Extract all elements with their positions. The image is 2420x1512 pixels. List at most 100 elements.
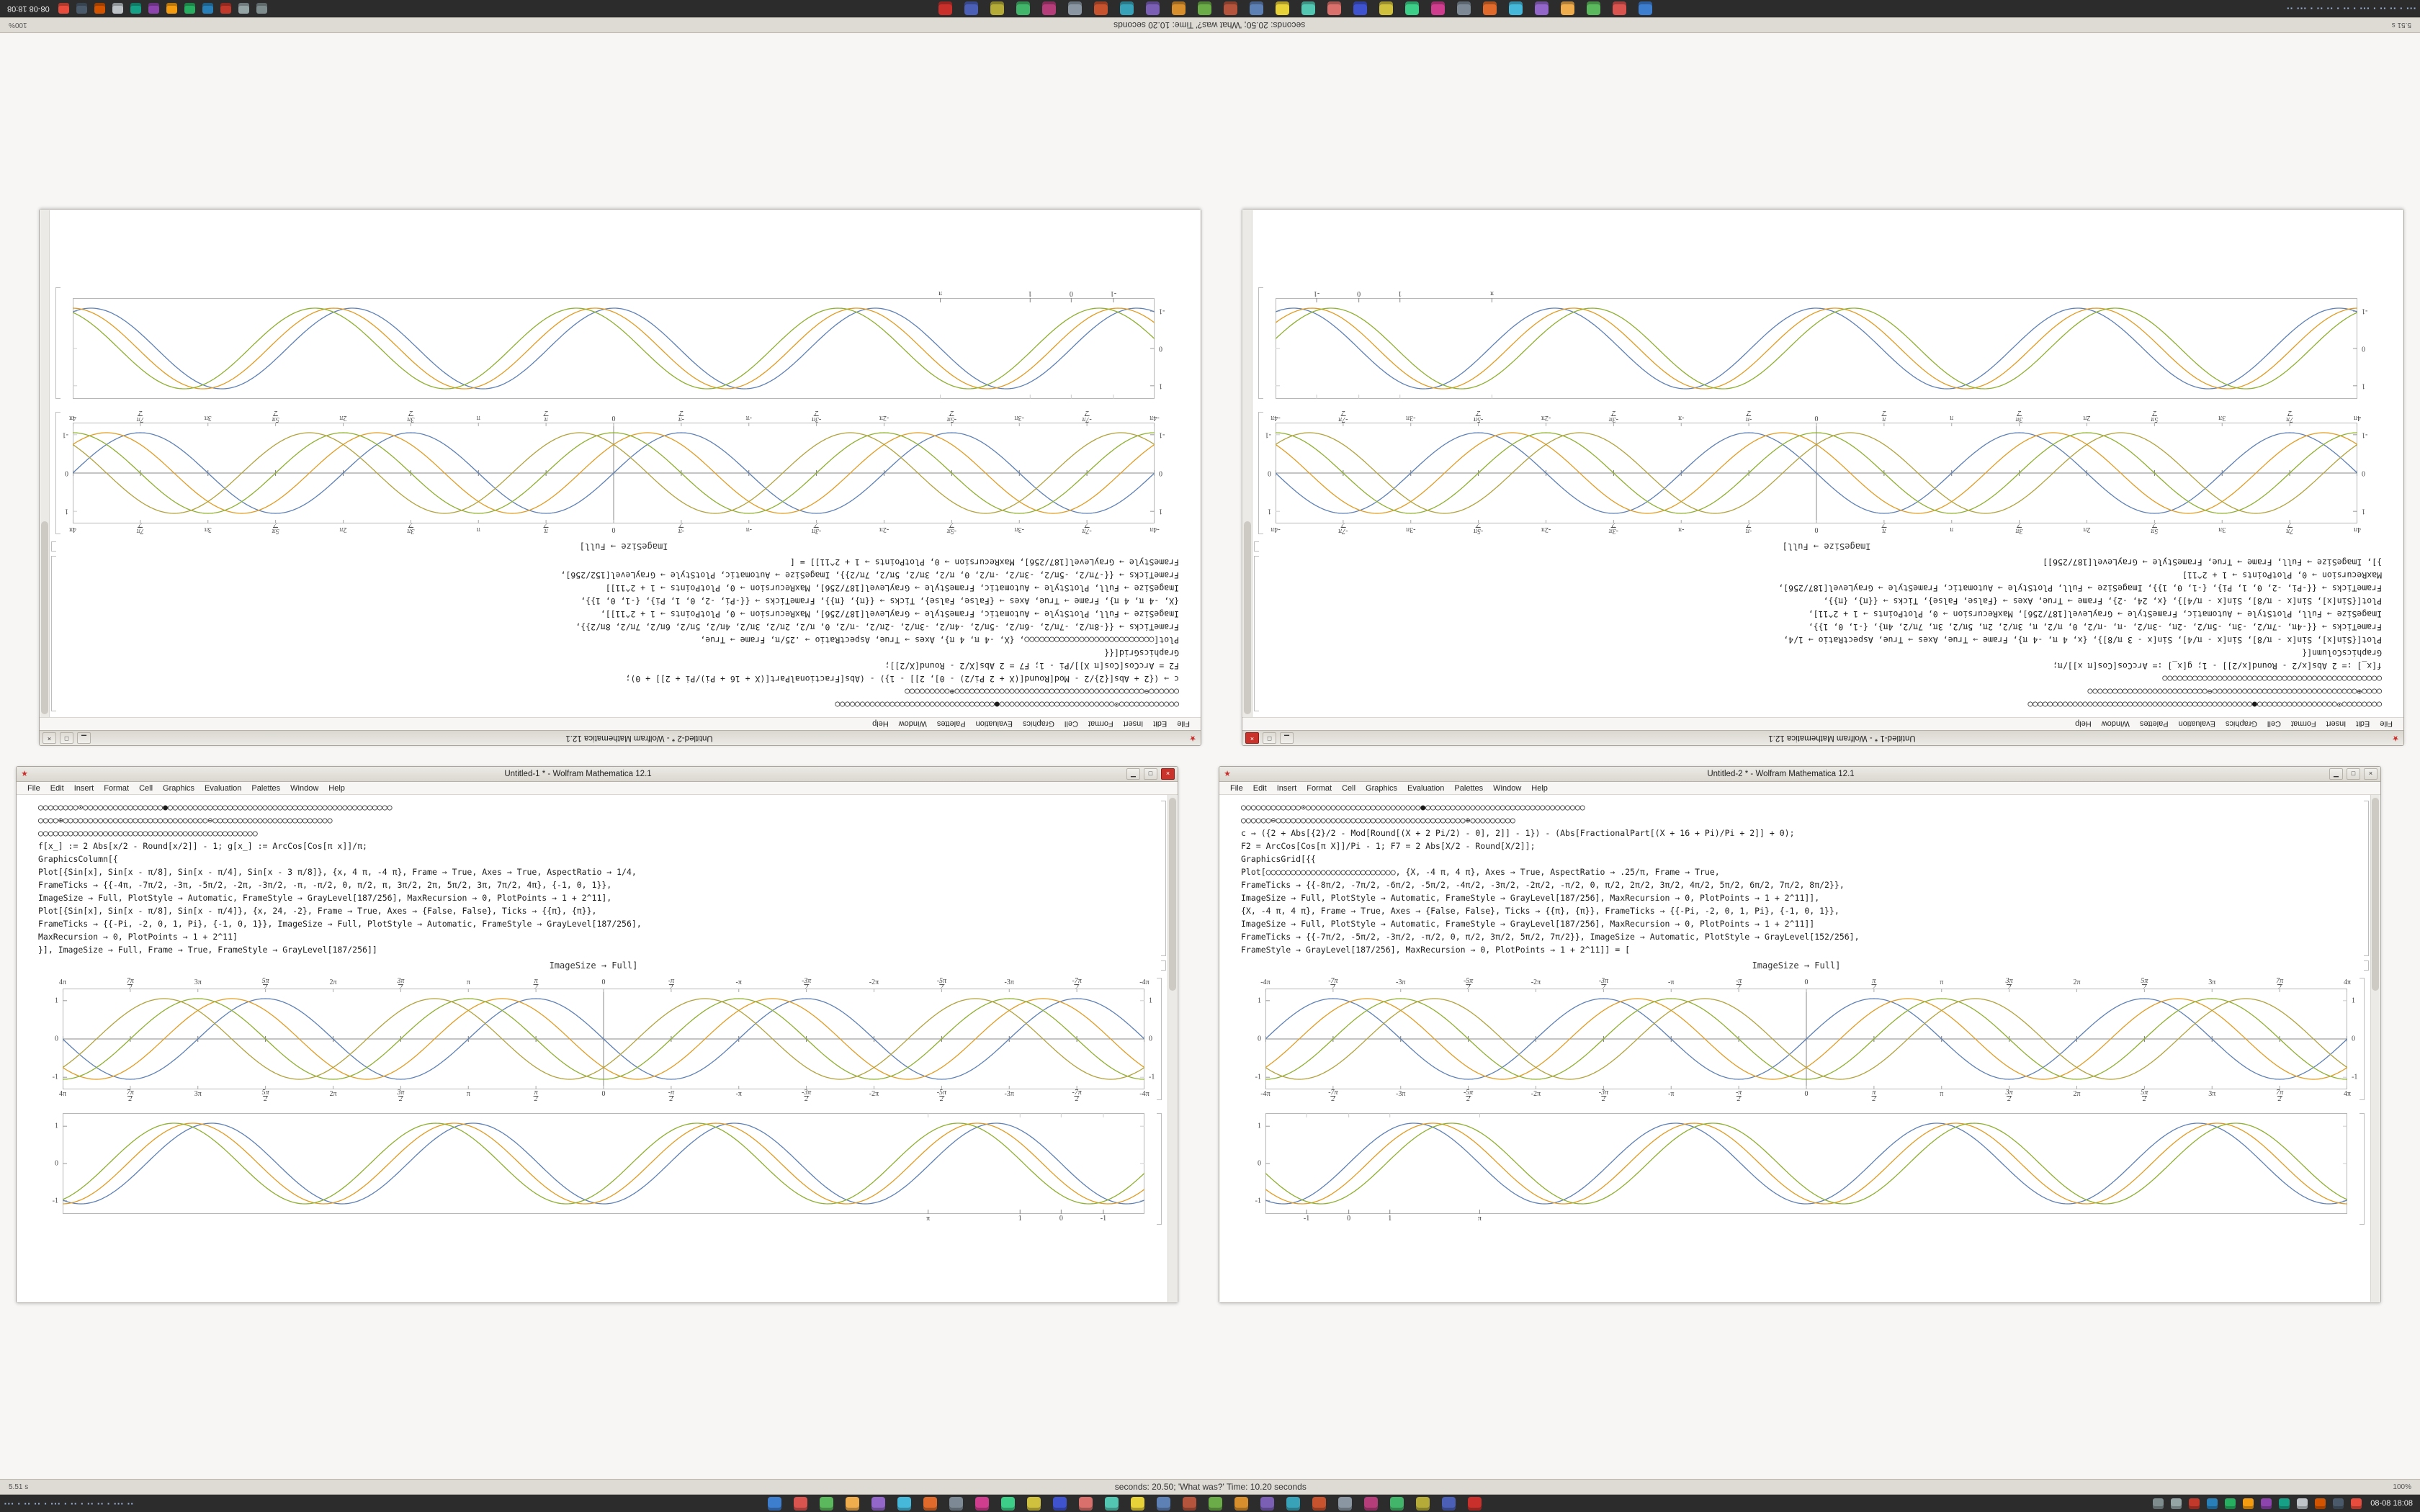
mathematica-window-right[interactable]: ★ Untitled-2 * - Wolfram Mathematica 12.… (39, 209, 1201, 746)
code-line[interactable]: FrameTicks → {{-4π, -7π/2, -3π, -5π/2, -… (38, 880, 612, 890)
code-line[interactable]: ○○○○○○○○⊙○○○○○○○○○○○○○○○○●○○○○○○○○○○○○○○… (2027, 700, 2382, 710)
scrollbar-thumb[interactable] (2372, 798, 2379, 991)
close-button[interactable]: × (2364, 768, 2378, 780)
app-icon[interactable] (1250, 1, 1263, 16)
app-icon[interactable] (1172, 1, 1186, 16)
maximize-button[interactable]: □ (1144, 768, 1157, 780)
taskbar-panel[interactable]: ▪▪▪ ▪ ▪▪ ▪▪ ▪ ▪▪▪ ▪ ▪▪ ▪ ▪▪ ▪▪ ▪ ▪▪▪ ▪▪ … (0, 0, 2420, 17)
code-line[interactable]: c → ({2 + Abs[{2}/2 - Mod[Round[(X + 2 P… (1241, 828, 1795, 838)
scrollbar-thumb[interactable] (41, 521, 48, 714)
mathematica-window-right[interactable]: ★ Untitled-2 * - Wolfram Mathematica 12.… (1219, 766, 2381, 1303)
plot-cell-smooth[interactable]: 1 0 -1 π 1 0 -1 (53, 1113, 1162, 1225)
app-icon[interactable] (112, 3, 123, 14)
app-icon[interactable] (2189, 1498, 2200, 1509)
taskbar-panel[interactable]: ▪▪▪ ▪ ▪▪ ▪▪ ▪ ▪▪▪ ▪ ▪▪ ▪ ▪▪ ▪▪ ▪ ▪▪▪ ▪▪ … (0, 1495, 2420, 1512)
plot-cell-dense[interactable]: 4π 7π 2 3π 5π 2 2π 3π 2 π π 2 0 -π 2 -π -3π 2 -2π -5π 2 -3π -7… (1265, 409, 2368, 535)
minimize-button[interactable]: ▁ (77, 732, 91, 744)
app-icon[interactable] (1416, 1496, 1430, 1511)
app-icon[interactable] (220, 3, 231, 14)
app-icon[interactable] (1379, 1, 1393, 16)
app-icon[interactable] (1301, 1, 1315, 16)
code-line[interactable]: GraphicsGrid[{{ (1104, 648, 1179, 658)
app-icon[interactable] (990, 1, 1004, 16)
plot-cell-dense[interactable]: 4π 7π 2 3π 5π 2 2π 3π 2 π π 2 0 -π 2 -π -3π 2 -2π -5π 2 -3π -7… (53, 978, 1162, 1103)
menu-item-format[interactable]: Format (1088, 719, 1113, 729)
app-icon[interactable] (2153, 1498, 2164, 1509)
plot-cell-smooth[interactable]: 1 0 -1 -1 0 1 π (73, 287, 1165, 399)
code-line[interactable]: FrameTicks → {{-7π/2, -5π/2, -3π/2, -π/2… (1241, 932, 1860, 942)
app-icon[interactable] (1053, 1496, 1067, 1511)
app-icon[interactable] (1353, 1, 1367, 16)
code-line[interactable]: FrameStyle → GrayLevel[187/256], MaxRecu… (789, 557, 1179, 567)
app-icon[interactable] (794, 1496, 807, 1511)
menu-item-format[interactable]: Format (1307, 783, 1332, 793)
minimize-button[interactable]: ▁ (2329, 768, 2343, 780)
code-line[interactable]: ○○○○○○○○○○○○○○○○○○○○○○○○○○○○○○○○○○○○○○○○… (2162, 674, 2382, 684)
code-cell[interactable]: ○○○○○○○○○○○○⊙○○○○○○○○○○○○○○○○○○○○○○○●○○○… (1241, 801, 2369, 956)
menu-item-file[interactable]: File (27, 783, 40, 793)
app-icon[interactable] (2279, 1498, 2290, 1509)
code-line[interactable]: ImageSize → Full, PlotStyle → Automatic,… (38, 893, 612, 903)
titlebar[interactable]: ★ Untitled-2 * - Wolfram Mathematica 12.… (1219, 767, 2380, 782)
code-line[interactable]: }], ImageSize → Full, Frame → True, Fram… (2043, 557, 2382, 567)
app-icon[interactable] (1390, 1496, 1404, 1511)
code-line[interactable]: MaxRecursion → 0, PlotPoints → 1 + 2^11] (2182, 570, 2382, 580)
menu-item-palettes[interactable]: Palettes (1454, 783, 1484, 793)
menu-item-evaluation[interactable]: Evaluation (2178, 719, 2215, 729)
code-line[interactable]: GraphicsColumn[{ (2302, 648, 2382, 658)
app-icon[interactable] (1442, 1496, 1456, 1511)
menu-item-evaluation[interactable]: Evaluation (975, 719, 1013, 729)
menu-item-file[interactable]: File (2380, 719, 2393, 729)
app-icon[interactable] (1364, 1496, 1378, 1511)
menu-item-window[interactable]: Window (898, 719, 927, 729)
code-cell[interactable]: ○○○○○○○○⊙○○○○○○○○○○○○○○○○●○○○○○○○○○○○○○○… (1271, 556, 2382, 711)
code-line[interactable]: ImageSize → Full, PlotStyle → Automatic,… (605, 583, 1179, 593)
app-icon[interactable] (846, 1496, 859, 1511)
app-icon[interactable] (166, 3, 177, 14)
app-icon[interactable] (768, 1496, 781, 1511)
code-line[interactable]: FrameTicks → {{-Pi, -2, 0, 1, Pi}, {-1, … (38, 919, 642, 929)
maximize-button[interactable]: □ (1263, 732, 1276, 744)
app-icon[interactable] (2333, 1498, 2344, 1509)
app-icon[interactable] (949, 1496, 963, 1511)
app-icon[interactable] (1312, 1496, 1326, 1511)
app-icon[interactable] (1224, 1, 1237, 16)
app-icon[interactable] (2225, 1498, 2236, 1509)
code-line[interactable]: {X, -4 π, 4 π}, Frame → True, Axes → {Fa… (581, 596, 1179, 606)
menu-item-help[interactable]: Help (872, 719, 889, 729)
code-line[interactable]: FrameTicks → {{-7π/2, -5π/2, -3π/2, -π/2… (560, 570, 1179, 580)
code-line[interactable]: ○○○○○○○○○○○○⊙○○○○○○○○○○○○○○○○○○○○○○○●○○○… (1241, 802, 1585, 812)
app-icon[interactable] (1561, 1, 1574, 16)
code-cell[interactable]: ○○○○○○○○○○○○⊙○○○○○○○○○○○○○○○○○○○○○○○●○○○… (68, 556, 1179, 711)
notebook-content[interactable]: ○○○○○○○○⊙○○○○○○○○○○○○○○○○●○○○○○○○○○○○○○○… (1242, 210, 2403, 717)
menu-item-graphics[interactable]: Graphics (2225, 719, 2257, 729)
maximize-button[interactable]: □ (2347, 768, 2360, 780)
app-icon[interactable] (1094, 1, 1108, 16)
code-line[interactable]: Plot[○○○○○○○○○○○○○○○○○○○○○○○○○○, {X, -4 … (1241, 867, 1720, 877)
app-icon[interactable] (202, 3, 213, 14)
menu-item-graphics[interactable]: Graphics (1022, 719, 1054, 729)
app-icon[interactable] (2261, 1498, 2272, 1509)
menu-item-cell[interactable]: Cell (1064, 719, 1078, 729)
menu-item-edit[interactable]: Edit (50, 783, 64, 793)
code-line[interactable]: ○○○○○○⊖○○○○○○○○○○○○○○○○○○○○○○○○○○○○○○○○○… (905, 687, 1179, 697)
code-line[interactable]: Plot[{Sin[x], Sin[x - π/8], Sin[x - π/4]… (38, 906, 597, 916)
code-line[interactable]: {X, -4 π, 4 π}, Frame → True, Axes → {Fa… (1241, 906, 1839, 916)
app-icon[interactable] (1483, 1, 1497, 16)
app-icon[interactable] (1198, 1, 1211, 16)
code-line[interactable]: FrameTicks → {{-4π, -7π/2, -3π, -5π/2, -… (1808, 622, 2382, 632)
scrollbar[interactable] (1243, 210, 1252, 717)
app-icon[interactable] (2351, 1498, 2362, 1509)
app-icon[interactable] (1468, 1496, 1482, 1511)
app-icon[interactable] (1587, 1, 1600, 16)
app-icon[interactable] (1431, 1, 1445, 16)
app-icon[interactable] (1027, 1496, 1041, 1511)
plot-canvas[interactable] (63, 989, 1144, 1089)
code-line[interactable]: F2 = ArcCos[Cos[π X]]/Pi - 1; F7 = 2 Abs… (884, 661, 1180, 671)
menu-item-help[interactable]: Help (1531, 783, 1548, 793)
app-icon[interactable] (897, 1496, 911, 1511)
scrollbar[interactable] (40, 210, 50, 717)
app-icon[interactable] (1157, 1496, 1170, 1511)
app-icon[interactable] (975, 1496, 989, 1511)
app-icon[interactable] (256, 3, 267, 14)
